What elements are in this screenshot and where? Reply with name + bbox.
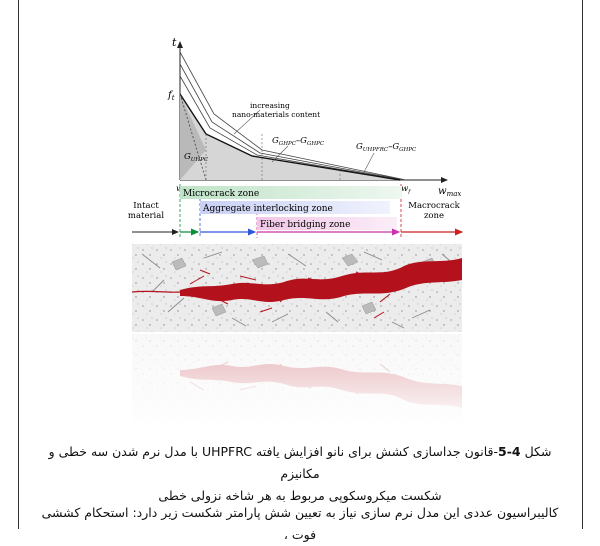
g-ghpc-pointer xyxy=(271,145,289,163)
curve-2 xyxy=(179,63,405,181)
microcrack-zone-label: Microcrack zone xyxy=(183,189,259,199)
curve-3 xyxy=(179,75,403,181)
g-uhpfrc-label: GUHPFRC–GGHPC xyxy=(356,142,417,153)
caption-line-1: شکل 4-5-قانون جداسازی کشش برای نانو افزا… xyxy=(40,441,560,485)
fracture-zones: Microcrack zone Aggregate interlocking z… xyxy=(128,184,464,238)
microcrack-zone-band xyxy=(180,186,402,199)
caption-line-2: شکست میکروسکوپی مربوط به هر شاخه نزولی خ… xyxy=(158,488,442,503)
aggregate-zone-band xyxy=(200,201,390,214)
figure-caption: شکل 4-5-قانون جداسازی کشش برای نانو افزا… xyxy=(40,441,560,507)
caption-text-1: -قانون جداسازی کشش برای نانو افزایش یافت… xyxy=(48,444,498,481)
uhpc-fracture-energy-area xyxy=(180,94,400,180)
body-line-1: کالیبراسیون عددی این مدل نرم سازی نیاز ب… xyxy=(41,505,559,542)
figure-number: 4-5 xyxy=(498,444,521,459)
curve-base xyxy=(179,93,401,181)
body-paragraph: کالیبراسیون عددی این مدل نرم سازی نیاز ب… xyxy=(40,502,560,546)
aggregate-zone-label: Aggregate interlocking zone xyxy=(202,204,333,214)
g-ghpc-label: GGHPC–GGHPC xyxy=(272,136,325,147)
page-border-right xyxy=(582,0,583,529)
increasing-label-1: increasing xyxy=(250,101,290,110)
crack-reflection xyxy=(130,334,466,426)
initial-slope-dash xyxy=(179,93,207,181)
macrocrack-path xyxy=(180,258,462,302)
g-uhpc-label: GUHPC xyxy=(184,152,209,163)
macrocrack-label-1: Macrocrack xyxy=(408,201,460,211)
document-page: t wmax ft increasing nano-materials cont… xyxy=(18,0,583,542)
fiber-zone-label: Fiber bridging zone xyxy=(260,220,350,230)
softening-chart: t wmax ft increasing nano-materials cont… xyxy=(167,36,461,198)
tick-wf: wf xyxy=(401,184,411,195)
crack-illustration xyxy=(131,244,462,332)
increasing-label-2: nano-materials content xyxy=(232,110,320,119)
softening-law-figure: t wmax ft increasing nano-materials cont… xyxy=(112,22,488,432)
caption-prefix: شکل xyxy=(520,444,552,459)
ft-label: ft xyxy=(167,90,175,102)
fiber-zone-band xyxy=(257,217,397,230)
x-axis-label: wmax xyxy=(438,186,461,198)
g-uhpfrc-pointer xyxy=(363,152,375,173)
y-axis-label: t xyxy=(172,36,177,49)
curve-1 xyxy=(179,51,407,181)
aggregate-particles xyxy=(141,251,457,329)
intact-label-1: Intact xyxy=(133,201,159,211)
macrocrack-label-2: zone xyxy=(424,211,444,221)
page-border-left xyxy=(18,0,19,529)
microcrack-tip xyxy=(131,290,181,293)
increasing-pointer xyxy=(233,109,261,135)
intact-label-2: material xyxy=(128,211,164,221)
